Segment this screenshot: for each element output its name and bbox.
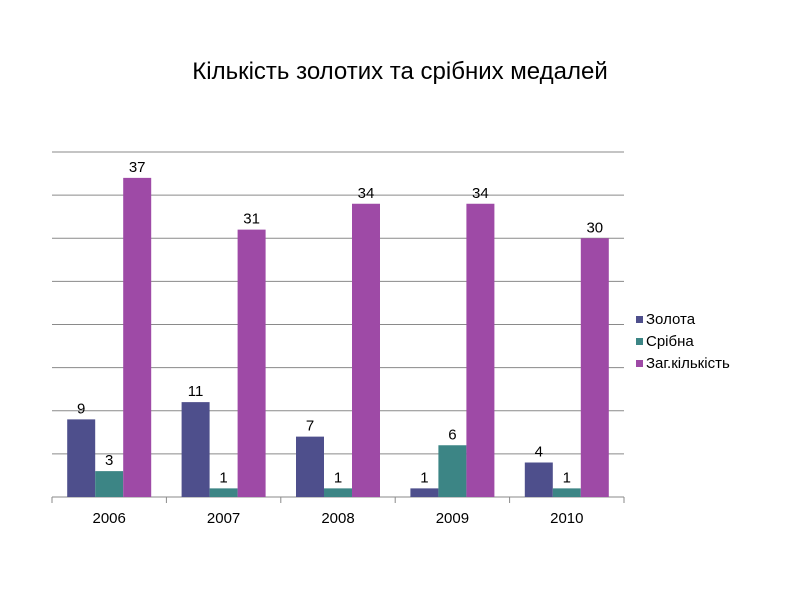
data-label: 37 <box>129 159 146 176</box>
bar-2009-2 <box>466 203 495 497</box>
bar-2009-0 <box>410 488 439 497</box>
bar-2007-2 <box>237 229 266 497</box>
bar-2008-1 <box>324 488 352 497</box>
data-label: 1 <box>219 469 227 486</box>
legend-swatch-total <box>636 359 643 367</box>
data-label: 3 <box>105 452 113 469</box>
x-tick-label: 2007 <box>207 510 240 527</box>
data-label: 6 <box>448 426 456 443</box>
data-label: 7 <box>306 418 314 435</box>
data-label: 1 <box>420 469 428 486</box>
data-label: 30 <box>586 219 603 236</box>
legend-label-total: Заг.кількість <box>646 354 730 372</box>
bar-2006-1 <box>95 471 124 497</box>
legend-swatch-silver <box>636 337 643 345</box>
data-label: 1 <box>334 469 342 486</box>
legend-item-silver: Срібна <box>636 330 730 352</box>
data-label: 34 <box>358 185 375 202</box>
bar-2010-2 <box>580 238 609 497</box>
data-label: 9 <box>77 400 85 417</box>
chart-title: Кількість золотих та срібних медалей <box>192 58 608 85</box>
bar-2006-0 <box>67 419 96 497</box>
bar-2010-1 <box>552 488 581 497</box>
bar-2006-2 <box>123 177 152 497</box>
x-tick-label: 2009 <box>436 510 469 527</box>
data-label: 1 <box>563 469 571 486</box>
bar-2008-2 <box>352 203 380 497</box>
bar-2007-1 <box>209 488 238 497</box>
data-label: 34 <box>472 185 489 202</box>
data-label: 31 <box>243 211 260 228</box>
x-tick-label: 2010 <box>550 510 583 527</box>
legend-item-gold: Золота <box>636 308 730 330</box>
bar-2010-0 <box>524 462 553 497</box>
data-label: 11 <box>188 383 204 400</box>
legend-label-gold: Золота <box>646 310 696 328</box>
legend-label-silver: Срібна <box>646 332 694 350</box>
legend-swatch-gold <box>636 315 643 323</box>
legend: Золота Срібна Заг.кількість <box>636 308 730 374</box>
bar-2007-0 <box>181 402 210 497</box>
x-tick-label: 2006 <box>93 510 126 527</box>
x-tick-label: 2008 <box>321 510 354 527</box>
data-label: 4 <box>535 444 543 461</box>
bar-2008-0 <box>296 436 324 497</box>
bar-2009-1 <box>438 445 467 497</box>
legend-item-total: Заг.кількість <box>636 352 730 374</box>
